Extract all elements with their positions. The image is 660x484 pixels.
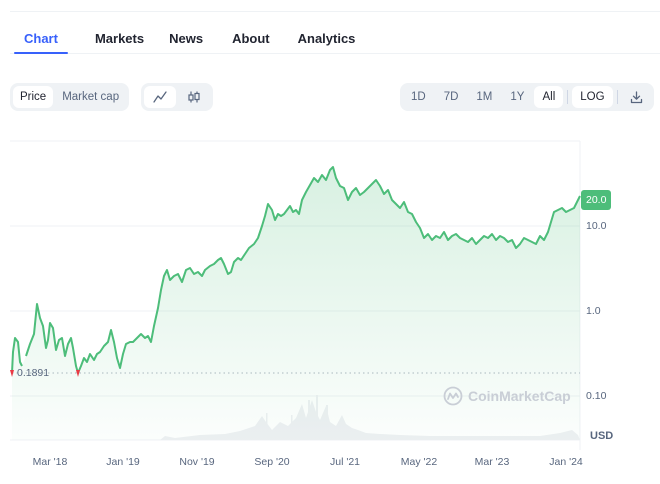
tab-news[interactable]: News (169, 31, 204, 46)
candlestick-button[interactable] (178, 86, 210, 108)
y-tick-0-1: 0.10 (586, 390, 607, 402)
min-marker-icon (76, 370, 80, 377)
toolbar-separator (567, 90, 569, 104)
x-tick: Jan '19 (106, 456, 140, 468)
range-1d-button[interactable]: 1D (411, 91, 426, 103)
time-range-toggle: 1D 7D 1M 1Y All LOG (400, 83, 654, 111)
log-scale-button[interactable]: LOG (572, 86, 613, 108)
watermark-text: CoinMarketCap (468, 388, 571, 404)
tab-analytics[interactable]: Analytics (297, 31, 356, 46)
coinmarketcap-logo-icon (443, 386, 463, 406)
x-tick: Jan '24 (549, 456, 583, 468)
price-button[interactable]: Price (13, 86, 54, 108)
market-cap-button[interactable]: Market cap (62, 91, 120, 103)
price-area (12, 167, 580, 440)
y-tick-1: 1.0 (586, 305, 601, 317)
price-chart[interactable]: 20.0 10.0 1.0 0.10 USD 0.1891 CoinMarket… (0, 130, 660, 484)
line-chart-icon (153, 91, 167, 103)
min-marker-icon (10, 370, 14, 377)
price-chart-svg (10, 140, 581, 450)
toolbar-separator (616, 90, 618, 104)
range-1m-button[interactable]: 1M (476, 91, 493, 103)
tab-about[interactable]: About (232, 31, 270, 46)
y-tick-10: 10.0 (586, 220, 607, 232)
x-tick: May '22 (400, 456, 438, 468)
x-tick: Mar '23 (474, 456, 510, 468)
top-divider (10, 11, 660, 12)
price-line (11, 166, 581, 374)
range-7d-button[interactable]: 7D (443, 91, 459, 103)
min-price-label: 0.1891 (17, 367, 50, 379)
tab-bar: Chart Markets News About Analytics (10, 26, 660, 54)
tab-chart[interactable]: Chart (14, 26, 68, 54)
candlestick-icon (188, 91, 200, 103)
x-tick: Jul '21 (329, 456, 361, 468)
range-1y-button[interactable]: 1Y (510, 91, 525, 103)
line-chart-button[interactable] (144, 86, 176, 108)
watermark: CoinMarketCap (443, 386, 571, 406)
tab-markets[interactable]: Markets (94, 31, 145, 46)
download-button[interactable] (622, 86, 651, 108)
x-tick: Sep '20 (254, 456, 290, 468)
chart-type-toggle: Price Market cap (10, 83, 130, 111)
currency-label: USD (590, 430, 614, 442)
x-tick: Mar '18 (32, 456, 68, 468)
range-all-button[interactable]: All (534, 86, 564, 108)
chart-style-toggle (141, 83, 213, 111)
x-tick: Nov '19 (179, 456, 215, 468)
current-price-badge: 20.0 (581, 190, 612, 210)
download-icon (630, 90, 642, 103)
